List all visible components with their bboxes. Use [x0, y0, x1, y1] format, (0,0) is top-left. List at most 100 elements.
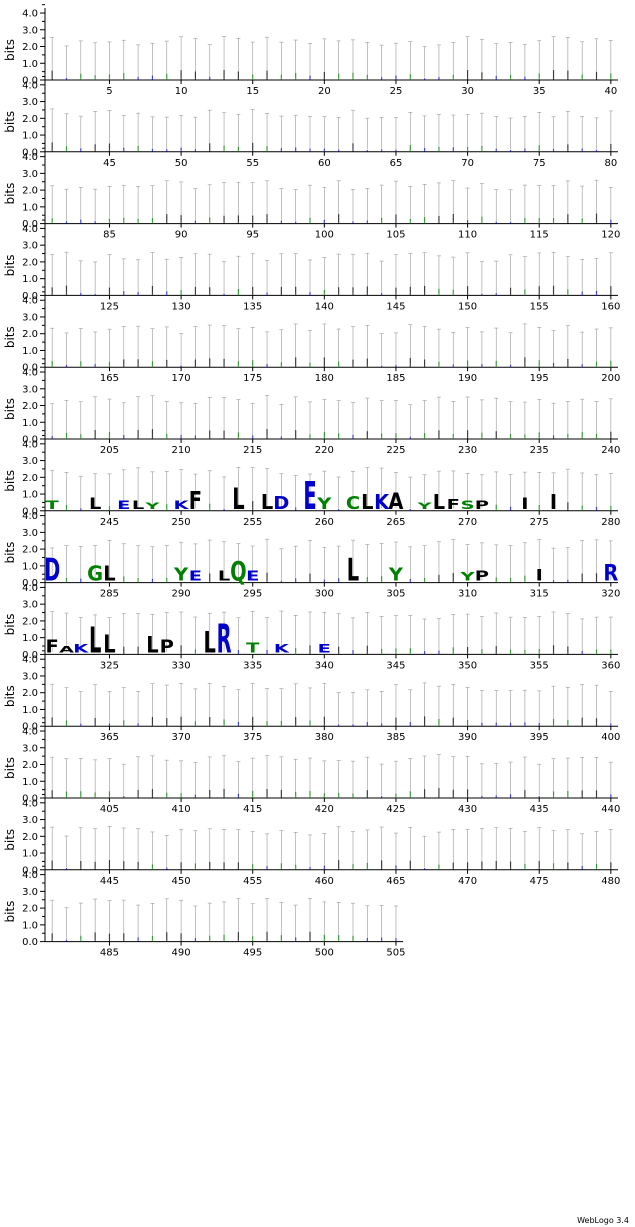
letter-stack: [323, 579, 325, 583]
x-tick-label: 500: [315, 948, 334, 959]
letter-stack: [137, 723, 139, 727]
letter-stack: [223, 293, 225, 296]
letter-stack: [338, 433, 340, 439]
letter-stack: [252, 74, 254, 80]
letter-stack: [309, 931, 311, 942]
letter-stack: [452, 717, 454, 727]
logo-letter: L: [232, 482, 245, 516]
letter-stack: [80, 361, 82, 368]
letter-stack: [323, 357, 325, 368]
y-tick-label: 4.0: [22, 152, 38, 163]
x-tick-label: 335: [243, 660, 262, 671]
letter-stack: [295, 221, 297, 224]
letter-stack: [166, 867, 168, 870]
letter-stack: [581, 148, 583, 152]
x-tick-label: 100: [315, 230, 334, 241]
letter-stack: [581, 218, 583, 224]
letter-stack: [223, 789, 225, 798]
letter-stack: [567, 862, 569, 870]
letter-stack: [194, 649, 197, 655]
y-tick-label: 4.0: [22, 870, 38, 881]
letter-stack: [366, 431, 368, 439]
letter-stack: [209, 217, 211, 224]
y-tick-label: 2.0: [22, 760, 38, 771]
letter-stack: [180, 70, 182, 80]
letter-stack: [481, 861, 483, 870]
x-tick-label: 305: [386, 589, 405, 600]
x-tick-label: 360: [601, 660, 620, 671]
letter-stack: [280, 286, 282, 296]
letter-stack: [108, 723, 111, 727]
letter-stack: [137, 145, 139, 152]
letter-stack: [438, 288, 440, 296]
letter-stack: [509, 794, 512, 798]
logo-letter: L: [361, 491, 374, 514]
logo-row: 0.0 1.0 2.0 3.0 4.0 bits 125 130 135 140 145 150 155…: [3, 219, 620, 312]
logo-letter: P: [160, 637, 174, 657]
letter-stack: [424, 217, 426, 224]
letter-stack: [65, 221, 68, 224]
x-tick-label: 265: [386, 517, 405, 528]
y-tick-label: 4.0: [22, 9, 38, 20]
letter-stack: [595, 863, 598, 870]
letter-stack: [80, 508, 82, 511]
x-tick-label: 170: [172, 373, 191, 384]
letter-stack: [424, 78, 426, 80]
x-tick-label: 120: [601, 230, 620, 241]
letter-stack: [424, 148, 426, 152]
x-tick-label: 440: [601, 804, 620, 815]
letter-stack: [366, 937, 368, 942]
x-tick-label: 345: [386, 660, 405, 671]
letter-stack: [266, 292, 268, 296]
letter-stack: [295, 578, 297, 583]
letter-stack: [94, 861, 96, 870]
letter-stack: [209, 573, 211, 583]
logo-letter: K: [73, 642, 89, 655]
letter-stack: [352, 72, 354, 80]
letter-stack: [509, 149, 512, 152]
letter-stack: [381, 723, 383, 727]
logo-letter: T: [46, 498, 59, 511]
letter-stack: [166, 73, 168, 80]
letter-stack: [194, 359, 197, 368]
letter-stack: [180, 716, 182, 727]
letter-stack: [123, 73, 125, 80]
letter-stack: [194, 286, 197, 296]
letter-stack: [237, 361, 239, 368]
y-tick-label: 4.0: [22, 655, 38, 666]
letter-stack: [137, 789, 139, 798]
x-tick-label: 400: [601, 732, 620, 743]
letter-stack: [338, 73, 340, 80]
x-tick-label: 395: [530, 732, 549, 743]
x-tick-label: 180: [315, 373, 334, 384]
letter-stack: [137, 291, 139, 296]
letter-stack: [252, 791, 254, 798]
letter-stack: [366, 577, 368, 583]
letter-stack: [151, 218, 154, 224]
letter-stack: [595, 149, 598, 152]
y-axis-label: bits: [3, 183, 17, 205]
logo-row: 0.0 1.0 2.0 3.0 4.0 bits 165 170 175 180 185 190 195…: [3, 291, 620, 384]
letter-stack: [481, 216, 483, 224]
y-tick-label: 3.0: [22, 456, 38, 467]
letter-stack: [610, 862, 612, 870]
letter-stack: [524, 217, 526, 224]
letter-stack: [524, 575, 526, 583]
letter-stack: [481, 72, 483, 80]
letter-stack: [137, 937, 139, 942]
letter-stack: [438, 430, 440, 439]
logo-row: 0.0 1.0 2.0 3.0 4.0 bits 205 210 215 220 225 230 235…: [3, 363, 620, 456]
letter-stack: [610, 723, 612, 727]
logo-letter: S: [461, 498, 475, 511]
letter-stack: [123, 933, 125, 942]
y-tick-label: 4.0: [22, 798, 38, 809]
letter-stack: [280, 721, 282, 727]
letter-stack: [595, 361, 598, 368]
letter-stack: [237, 146, 239, 152]
x-tick-label: 215: [243, 445, 262, 456]
letter-stack: [595, 790, 598, 798]
y-tick-label: 2.0: [22, 473, 38, 484]
x-tick-label: 445: [100, 876, 119, 887]
x-tick-label: 160: [601, 301, 620, 312]
logo-letter: Q: [230, 555, 247, 587]
